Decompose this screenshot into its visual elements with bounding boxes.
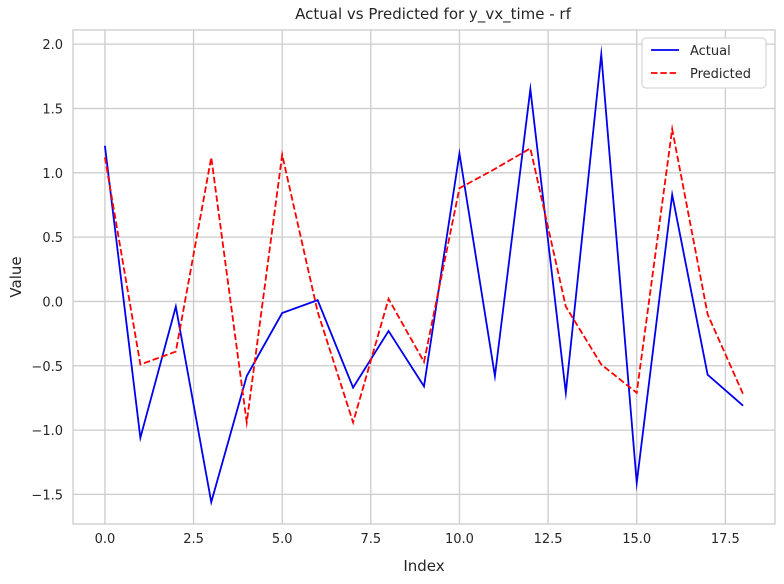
x-axis-label: Index [403, 557, 444, 575]
y-axis-ticks: −1.5 −1.0 −0.5 0.0 0.5 1.0 1.5 2.0 [31, 38, 63, 503]
x-tick-label: 15.0 [622, 532, 651, 547]
x-tick-label: 10.0 [445, 532, 474, 547]
plot-area [72, 29, 776, 525]
series-layer [104, 44, 744, 507]
y-tick-label: 0.0 [42, 295, 63, 310]
grid [73, 30, 775, 524]
y-tick-label: 1.0 [42, 167, 63, 182]
y-tick-label: −0.5 [31, 360, 63, 375]
x-tick-label: 0.0 [95, 532, 116, 547]
y-tick-label: 2.0 [42, 38, 63, 53]
series-line-actual [104, 44, 744, 507]
y-tick-label: 0.5 [42, 231, 63, 246]
series-line-predicted [104, 123, 744, 430]
y-axis-label: Value [7, 256, 25, 297]
legend-label-predicted: Predicted [690, 67, 751, 82]
x-tick-label: 12.5 [534, 532, 563, 547]
y-tick-label: −1.0 [31, 424, 63, 439]
legend-items: Actual Predicted [651, 44, 751, 82]
x-tick-label: 2.5 [183, 532, 204, 547]
x-tick-label: 7.5 [360, 532, 381, 547]
x-axis-ticks: 0.0 2.5 5.0 7.5 10.0 12.5 15.0 17.5 [95, 532, 740, 547]
y-tick-label: 1.5 [42, 102, 63, 117]
chart-title: Actual vs Predicted for y_vx_time - rf [295, 5, 571, 24]
y-tick-label: −1.5 [31, 488, 63, 503]
x-tick-label: 5.0 [272, 532, 293, 547]
legend-label-actual: Actual [690, 44, 731, 59]
x-tick-label: 17.5 [711, 532, 740, 547]
legend: Actual Predicted [641, 37, 767, 89]
